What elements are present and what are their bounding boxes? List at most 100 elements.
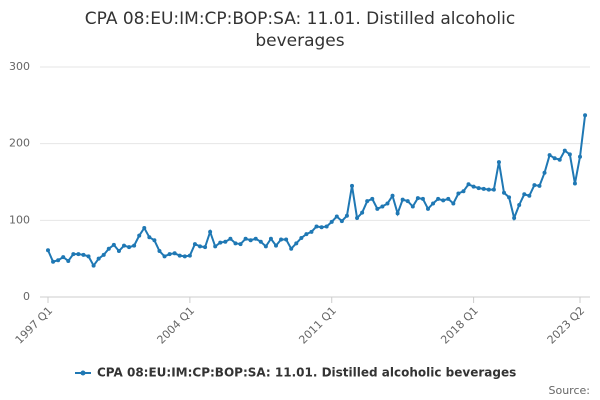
point [420, 196, 425, 201]
point [203, 245, 208, 250]
point [213, 244, 218, 249]
point [380, 204, 385, 209]
point [111, 242, 116, 247]
point [122, 243, 126, 248]
point [91, 263, 96, 268]
point [466, 182, 471, 187]
point [507, 195, 512, 200]
point [177, 253, 182, 258]
point [542, 170, 547, 175]
point [223, 239, 228, 244]
x-tick-label: 2018 Q1 [438, 304, 481, 347]
point [243, 236, 248, 241]
point [456, 191, 461, 196]
point [415, 196, 420, 201]
point [294, 241, 299, 246]
point [537, 183, 542, 188]
point [476, 186, 481, 191]
point [512, 216, 517, 221]
point [502, 190, 506, 195]
point [451, 201, 456, 206]
point [562, 148, 567, 153]
point [446, 196, 451, 201]
point [258, 239, 263, 244]
point [370, 196, 375, 201]
point [187, 253, 192, 258]
point [127, 245, 132, 250]
point [233, 241, 238, 246]
point [218, 240, 223, 245]
point [395, 211, 400, 216]
point [375, 206, 380, 211]
point [182, 254, 187, 259]
point [167, 252, 172, 257]
point [578, 154, 582, 159]
point [66, 258, 71, 263]
point [334, 214, 339, 219]
point [426, 206, 430, 211]
point [56, 258, 61, 263]
point [228, 236, 233, 241]
point [496, 160, 501, 165]
point [350, 183, 354, 188]
point [137, 233, 142, 238]
point [248, 238, 253, 243]
x-tick-label: 2023 Q2 [545, 304, 588, 347]
point [547, 153, 552, 158]
series-line [47, 115, 587, 268]
point [390, 193, 395, 198]
point [304, 232, 309, 237]
point [486, 187, 491, 192]
x-tick-label: 2011 Q1 [296, 304, 339, 347]
point [491, 187, 496, 192]
point [461, 189, 466, 194]
point [172, 251, 177, 256]
point [147, 235, 152, 240]
point [552, 156, 557, 161]
point [116, 249, 121, 253]
point [86, 254, 91, 259]
point [319, 225, 324, 230]
point [81, 252, 86, 257]
point [51, 259, 56, 264]
y-tick-label: 200 [9, 137, 30, 150]
point [132, 243, 137, 248]
point [162, 254, 167, 259]
point [192, 242, 197, 247]
point [314, 224, 319, 229]
point [400, 197, 405, 202]
point [360, 210, 365, 215]
point [557, 157, 562, 162]
legend-marker [80, 370, 86, 376]
point [572, 181, 577, 186]
point [436, 196, 441, 201]
legend-label: CPA 08:EU:IM:CP:BOP:SA: 11.01. Distilled… [97, 366, 516, 380]
point [268, 236, 273, 241]
point [309, 229, 314, 234]
point [517, 203, 522, 207]
point [299, 235, 304, 240]
y-tick-label: 0 [23, 290, 30, 303]
point [339, 219, 344, 224]
y-tick-label: 100 [9, 213, 30, 226]
point [279, 237, 284, 242]
chart-title: CPA 08:EU:IM:CP:BOP:SA: 11.01. Distilled… [84, 9, 516, 51]
point [263, 244, 268, 249]
point [238, 242, 243, 247]
point [481, 186, 486, 191]
point [365, 199, 370, 204]
point [289, 246, 294, 251]
point [198, 244, 202, 249]
point [284, 237, 289, 242]
point [61, 255, 66, 260]
point [567, 152, 572, 157]
point [208, 229, 213, 234]
point [441, 198, 446, 203]
source: Source: [549, 384, 591, 397]
point [527, 193, 532, 198]
point [344, 213, 349, 218]
point [329, 219, 334, 224]
point [71, 252, 76, 257]
point [46, 248, 50, 253]
